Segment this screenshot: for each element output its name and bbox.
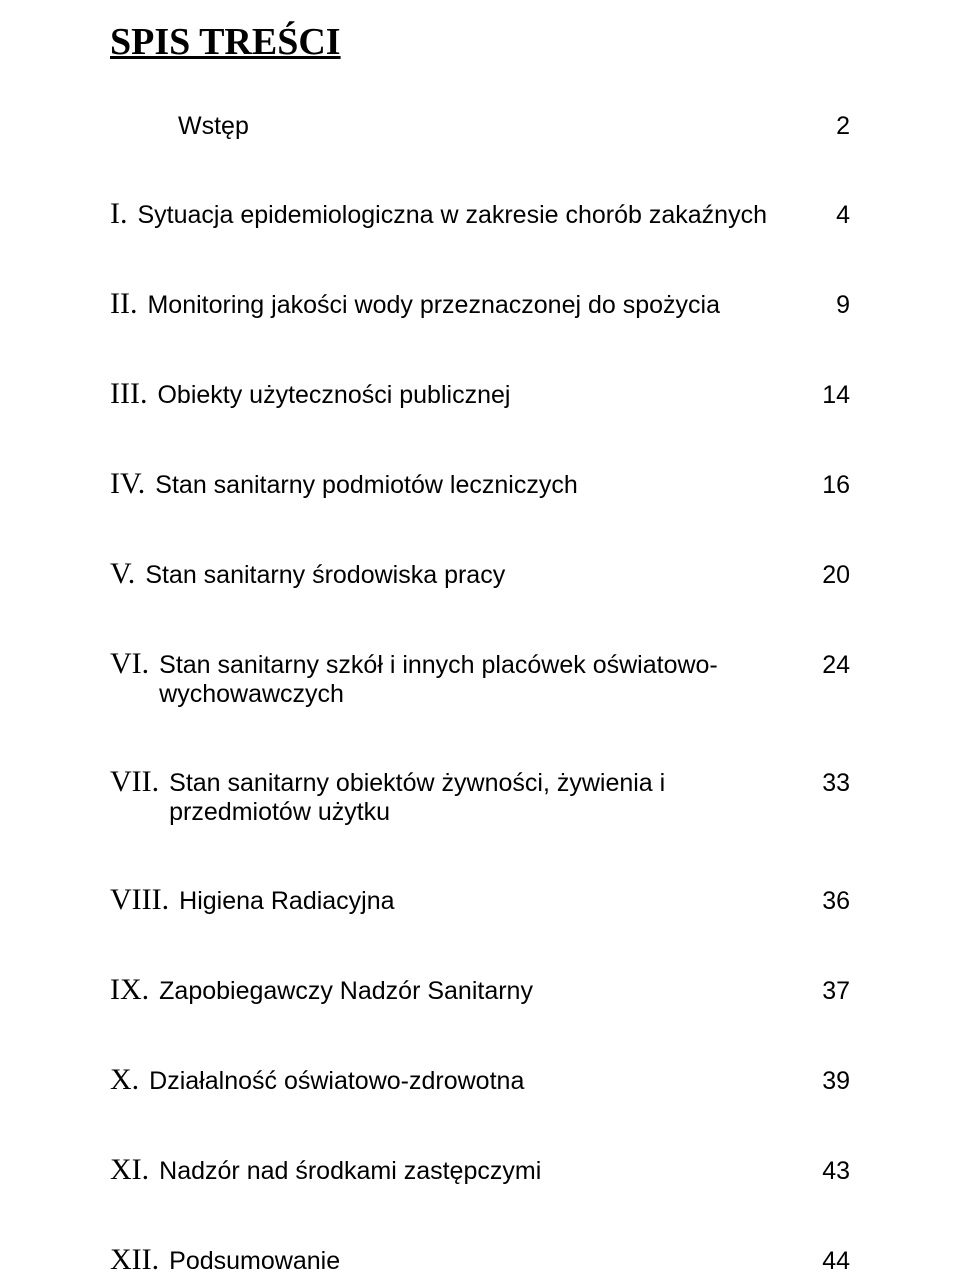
toc-row: VI. Stan sanitarny szkół i innych placów…: [110, 647, 850, 709]
toc-intro-page: 2: [810, 112, 850, 141]
toc-label: Zapobiegawczy Nadzór Sanitarny: [159, 977, 810, 1006]
toc-row: X. Działalność oświatowo-zdrowotna 39: [110, 1063, 850, 1097]
toc-row: IV. Stan sanitarny podmiotów leczniczych…: [110, 467, 850, 501]
toc-marker: XI.: [110, 1153, 159, 1187]
document-page: SPIS TREŚCI Wstęp 2 I. Sytuacja epidemio…: [0, 0, 960, 1188]
toc-marker: III.: [110, 377, 157, 411]
toc-page: 44: [810, 1247, 850, 1276]
toc-marker: I.: [110, 197, 138, 231]
toc-label: Stan sanitarny obiektów żywności, żywien…: [169, 769, 810, 827]
toc-label: Stan sanitarny środowiska pracy: [145, 561, 810, 590]
toc-label: Stan sanitarny szkół i innych placówek o…: [159, 651, 810, 709]
toc-row: I. Sytuacja epidemiologiczna w zakresie …: [110, 197, 850, 231]
toc-label: Podsumowanie: [169, 1247, 810, 1276]
toc-marker: XII.: [110, 1243, 169, 1277]
toc-intro-row: Wstęp 2: [110, 112, 850, 141]
toc-label: Sytuacja epidemiologiczna w zakresie cho…: [138, 201, 811, 230]
toc-marker: VIII.: [110, 883, 179, 917]
toc-row: II. Monitoring jakości wody przeznaczone…: [110, 287, 850, 321]
toc-marker: IV.: [110, 467, 155, 501]
toc-row: III. Obiekty użyteczności publicznej 14: [110, 377, 850, 411]
toc-row: VII. Stan sanitarny obiektów żywności, ż…: [110, 765, 850, 827]
toc-label: Obiekty użyteczności publicznej: [157, 381, 810, 410]
toc-page: 14: [810, 381, 850, 410]
toc-label: Stan sanitarny podmiotów leczniczych: [155, 471, 810, 500]
toc-page: 39: [810, 1067, 850, 1096]
toc-intro-label: Wstęp: [178, 112, 810, 141]
toc-page: 4: [810, 201, 850, 230]
toc-page: 43: [810, 1157, 850, 1186]
toc-page: 20: [810, 561, 850, 590]
toc-label: Monitoring jakości wody przeznaczonej do…: [147, 291, 810, 320]
table-of-contents: Wstęp 2 I. Sytuacja epidemiologiczna w z…: [110, 112, 850, 1277]
toc-row: XI. Nadzór nad środkami zastępczymi 43: [110, 1153, 850, 1187]
toc-page: 16: [810, 471, 850, 500]
toc-marker: VII.: [110, 765, 169, 799]
toc-page: 36: [810, 887, 850, 916]
toc-label: Nadzór nad środkami zastępczymi: [159, 1157, 810, 1186]
toc-marker: VI.: [110, 647, 159, 681]
toc-page: 33: [810, 769, 850, 798]
toc-page: 24: [810, 651, 850, 680]
toc-row: IX. Zapobiegawczy Nadzór Sanitarny 37: [110, 973, 850, 1007]
toc-row: VIII. Higiena Radiacyjna 36: [110, 883, 850, 917]
toc-row: XII. Podsumowanie 44: [110, 1243, 850, 1277]
toc-page: 9: [810, 291, 850, 320]
toc-marker: V.: [110, 557, 145, 591]
toc-label: Higiena Radiacyjna: [179, 887, 810, 916]
toc-row: V. Stan sanitarny środowiska pracy 20: [110, 557, 850, 591]
toc-marker: II.: [110, 287, 147, 321]
page-title: SPIS TREŚCI: [110, 20, 850, 64]
toc-label: Działalność oświatowo-zdrowotna: [149, 1067, 810, 1096]
toc-marker: IX.: [110, 973, 159, 1007]
toc-page: 37: [810, 977, 850, 1006]
toc-marker: X.: [110, 1063, 149, 1097]
